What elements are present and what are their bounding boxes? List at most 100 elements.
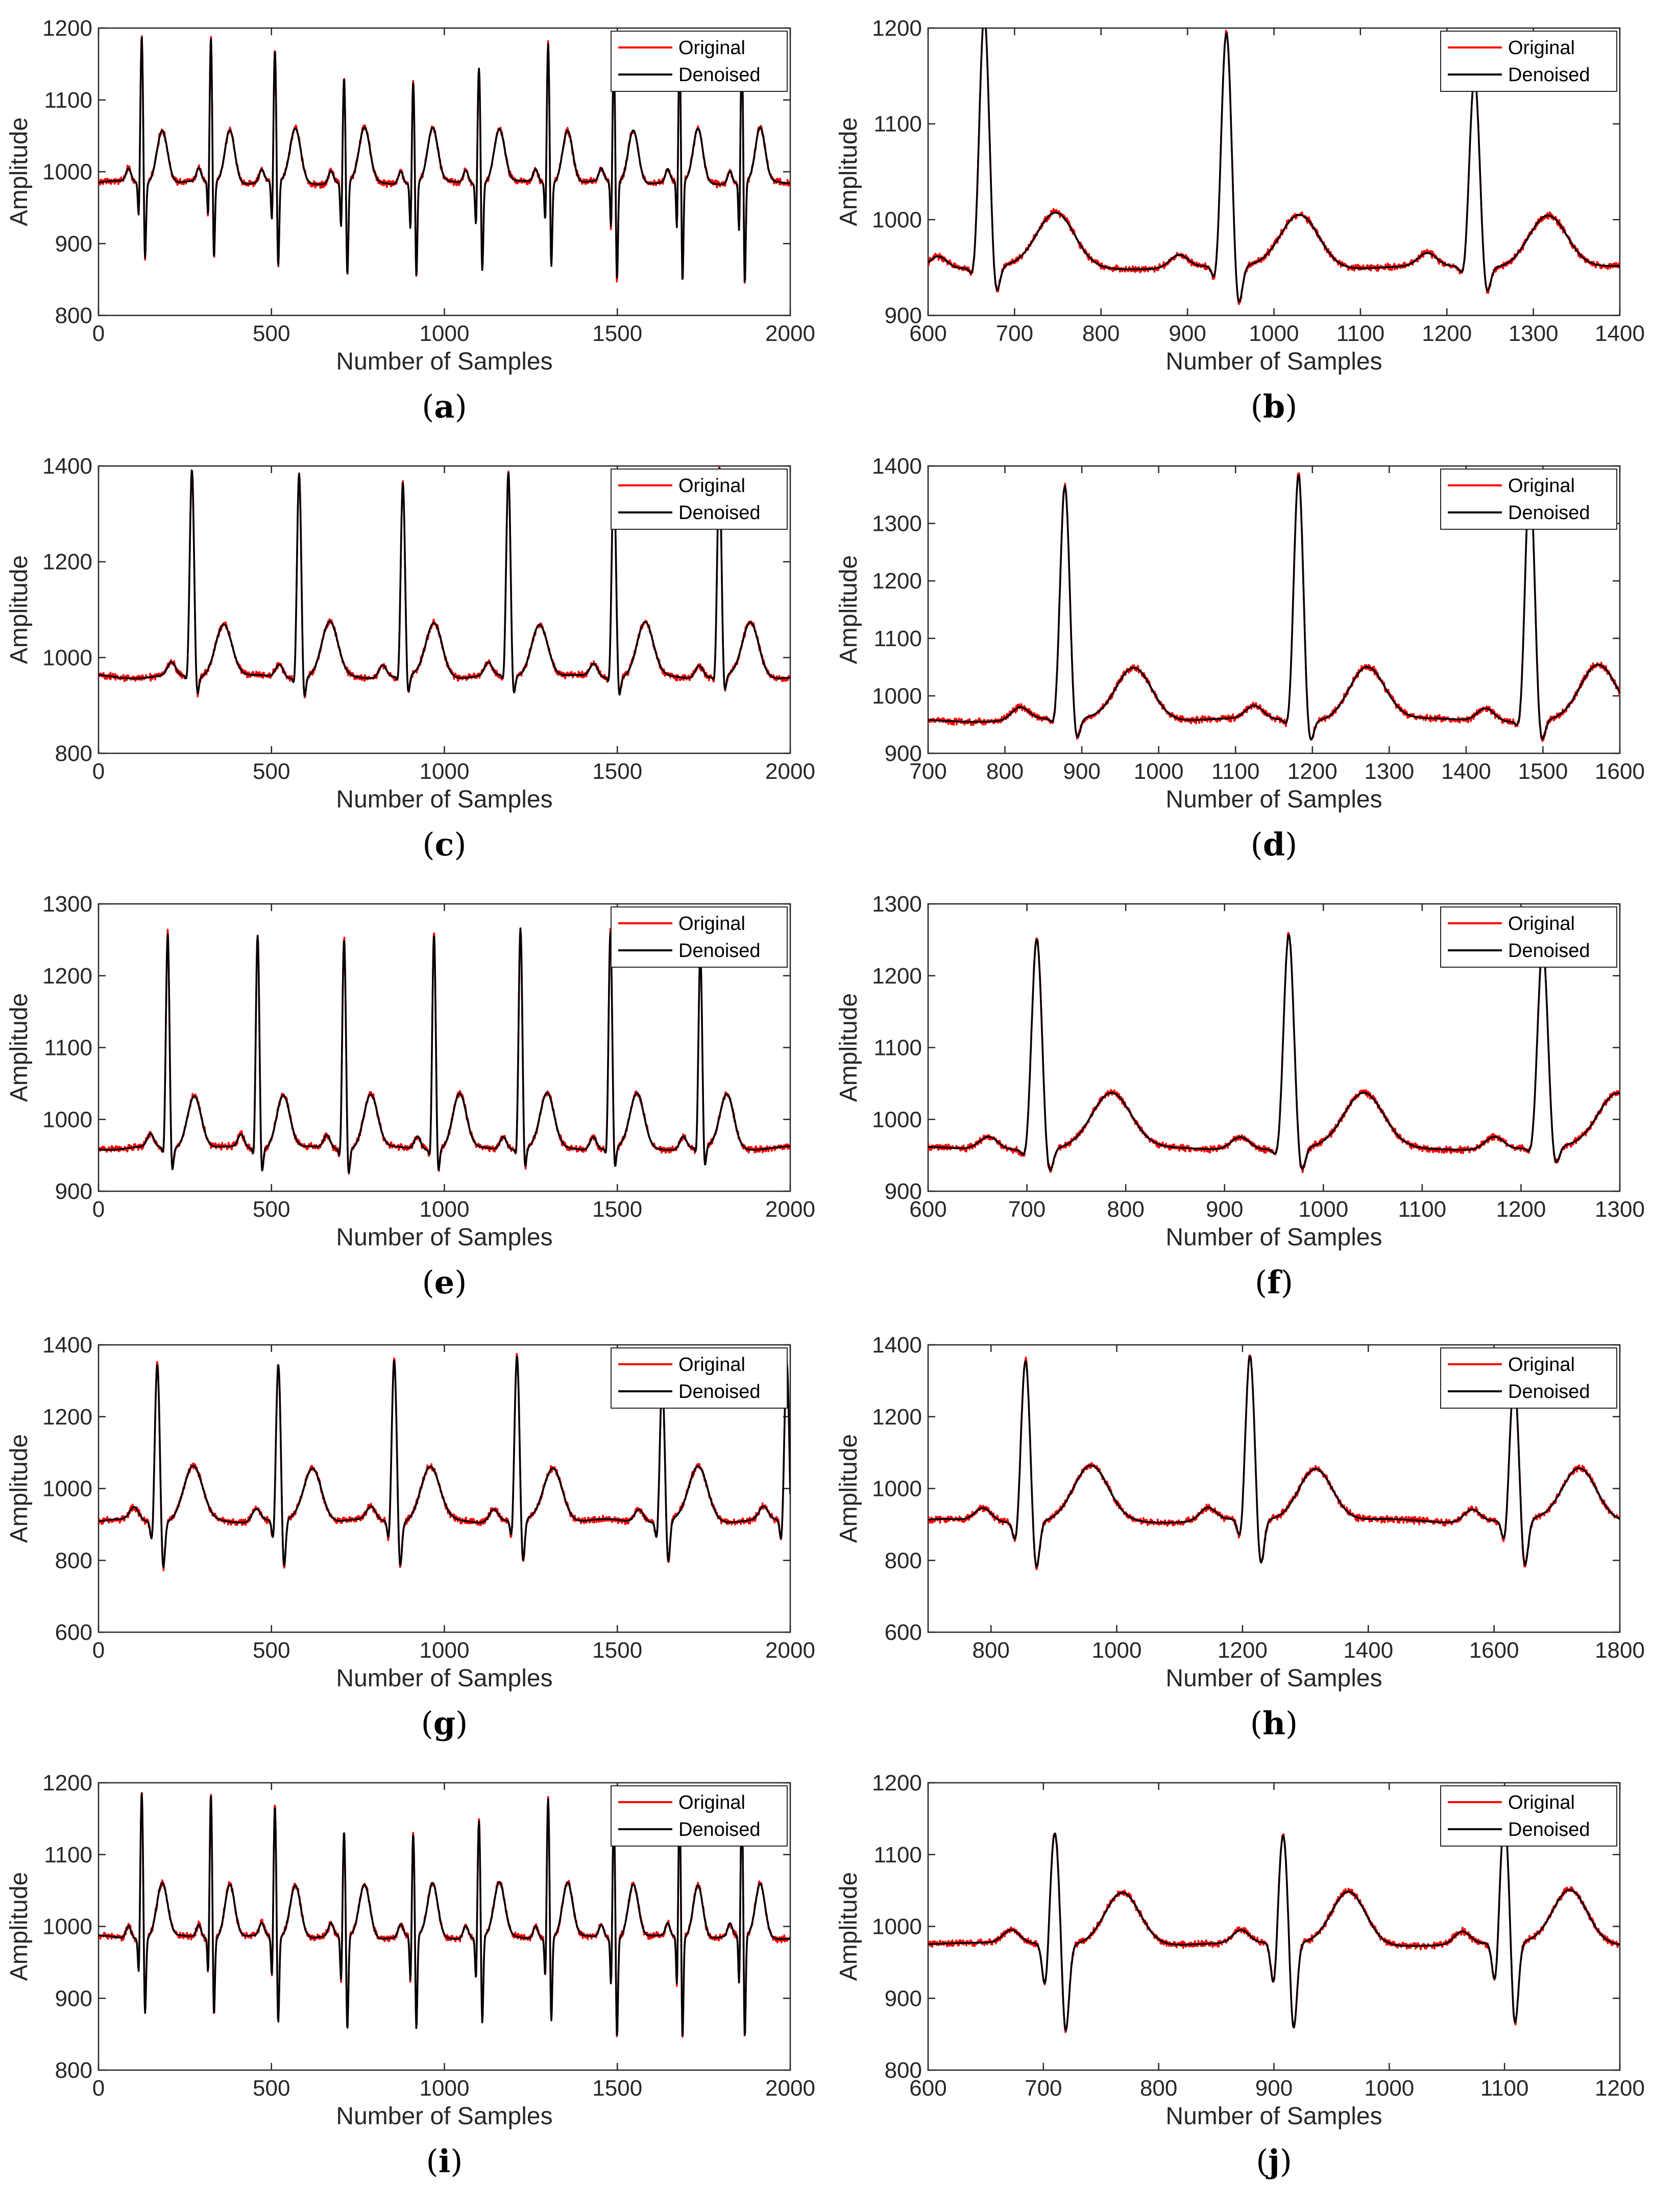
x-tick-label: 0 — [92, 2076, 105, 2101]
legend-label-original: Original — [1508, 1792, 1575, 1813]
chart-panel-f: 600 700 800 900 1000 1100 1200 1300 900 1000 1100 1… — [835, 892, 1645, 1301]
y-tick-label: 1100 — [873, 112, 922, 137]
y-tick-label: 800 — [55, 2058, 92, 2083]
x-tick-label: 1200 — [1496, 1197, 1546, 1222]
series-lines — [99, 466, 790, 699]
legend-box — [1440, 906, 1617, 968]
legend-label-denoised: Denoised — [1508, 1819, 1590, 1840]
x-tick-label: 500 — [253, 1638, 290, 1663]
x-tick-label: 1500 — [1518, 759, 1568, 784]
y-tick-label: 1000 — [872, 683, 922, 708]
x-axis-label: Number of Samples — [336, 2103, 552, 2130]
y-tick-label: 900 — [55, 231, 92, 256]
x-tick-label: 1300 — [1509, 321, 1559, 346]
x-tick-label: 1000 — [1092, 1638, 1142, 1663]
x-tick-label: 700 — [1025, 2076, 1062, 2101]
chart-panel-e: 0 500 1000 1500 2000 900 1000 1100 1200 1300 Numbe… — [6, 892, 815, 1301]
x-tick-label: 1500 — [592, 1638, 642, 1663]
legend: Original Denoised — [1440, 31, 1617, 92]
x-tick-label: 600 — [909, 2076, 946, 2101]
y-tick-label: 1300 — [872, 511, 922, 536]
y-tick-label: 800 — [55, 741, 92, 766]
legend: Original Denoised — [611, 906, 788, 968]
x-tick-label: 1100 — [1398, 1197, 1447, 1222]
y-tick-label: 1400 — [42, 1333, 92, 1358]
series-lines — [928, 28, 1620, 305]
panel-caption: (j) — [1256, 2143, 1292, 2180]
x-tick-label: 700 — [909, 759, 946, 784]
x-tick-label: 1800 — [1595, 1638, 1645, 1663]
series-lines — [928, 931, 1620, 1173]
x-tick-label: 800 — [986, 759, 1024, 784]
x-axis-label: Number of Samples — [336, 1224, 552, 1251]
x-tick-label: 1400 — [1343, 1638, 1393, 1663]
legend-label-denoised: Denoised — [1508, 940, 1590, 962]
legend: Original Denoised — [1440, 1347, 1617, 1409]
x-tick-label: 0 — [92, 1638, 105, 1663]
x-tick-label: 500 — [253, 2076, 290, 2101]
legend-box — [1440, 1785, 1617, 1847]
panel-caption: (b) — [1251, 388, 1298, 425]
panel-caption: (c) — [422, 826, 466, 863]
y-tick-label: 1000 — [42, 645, 92, 670]
legend-label-original: Original — [678, 475, 745, 497]
legend-box — [611, 1347, 788, 1409]
y-axis-label: Amplitude — [6, 117, 33, 226]
y-tick-label: 600 — [55, 1620, 92, 1645]
y-tick-label: 1000 — [872, 207, 922, 232]
legend-label-original: Original — [1508, 37, 1575, 59]
y-tick-label: 900 — [885, 303, 922, 328]
x-tick-label: 1500 — [592, 1197, 642, 1222]
x-tick-label: 1000 — [420, 321, 470, 346]
x-tick-label: 700 — [996, 321, 1033, 346]
legend-label-original: Original — [678, 913, 745, 935]
chart-panel-b: 600 700 800 900 1000 1100 1200 1300 1400 900 1000 1… — [835, 16, 1645, 425]
y-tick-label: 1200 — [42, 964, 92, 989]
series-line-denoised — [99, 1792, 790, 2036]
y-tick-label: 1100 — [44, 1036, 92, 1061]
panel-caption: (i) — [426, 2143, 463, 2180]
x-tick-label: 1200 — [1287, 759, 1338, 784]
legend: Original Denoised — [1440, 906, 1617, 968]
x-tick-label: 1100 — [1336, 321, 1385, 346]
x-tick-label: 0 — [92, 321, 105, 346]
x-axis-label: Number of Samples — [336, 1665, 552, 1692]
legend-label-denoised: Denoised — [1508, 502, 1590, 524]
x-tick-label: 1200 — [1218, 1638, 1268, 1663]
legend-label-original: Original — [678, 1792, 745, 1813]
legend-box — [1440, 31, 1617, 92]
legend: Original Denoised — [611, 31, 788, 92]
y-tick-label: 1200 — [872, 964, 922, 989]
x-tick-label: 800 — [1107, 1197, 1144, 1222]
x-axis-label: Number of Samples — [1165, 2103, 1382, 2130]
legend-label-denoised: Denoised — [678, 940, 761, 962]
x-tick-label: 500 — [253, 1197, 290, 1222]
x-tick-label: 1500 — [592, 321, 642, 346]
y-tick-label: 1000 — [42, 1477, 92, 1502]
y-tick-label: 800 — [885, 1548, 922, 1573]
series-line-denoised — [928, 934, 1620, 1171]
y-axis-label: Amplitude — [6, 993, 33, 1102]
x-tick-label: 0 — [92, 759, 105, 784]
y-axis-label: Amplitude — [835, 555, 862, 664]
x-tick-label: 900 — [1063, 759, 1100, 784]
series-lines — [99, 927, 790, 1175]
y-tick-label: 1200 — [872, 1405, 922, 1430]
y-tick-label: 1100 — [44, 1842, 92, 1867]
legend-box — [611, 31, 788, 92]
legend-label-original: Original — [1508, 475, 1575, 497]
x-tick-label: 900 — [1206, 1197, 1243, 1222]
y-tick-label: 1200 — [42, 550, 92, 575]
y-tick-label: 1000 — [42, 1914, 92, 1939]
y-tick-label: 1000 — [872, 1477, 922, 1502]
y-tick-label: 1100 — [873, 1036, 922, 1061]
chart-panel-h: 800 1000 1200 1400 1600 1800 600 800 1000 1200 140… — [835, 1333, 1645, 1742]
x-tick-label: 1100 — [1211, 759, 1260, 784]
x-tick-label: 1000 — [1134, 759, 1184, 784]
y-axis-label: Amplitude — [835, 1434, 862, 1543]
y-tick-label: 1200 — [42, 1405, 92, 1430]
series-line-denoised — [99, 467, 790, 697]
chart-panel-a: 0 500 1000 1500 2000 800 900 1000 1100 1200 Number… — [6, 16, 815, 425]
x-tick-label: 500 — [253, 321, 290, 346]
